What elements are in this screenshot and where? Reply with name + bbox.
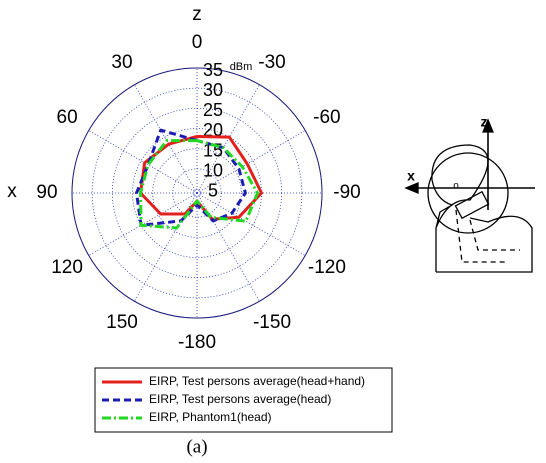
arm-2: [469, 219, 520, 251]
theta-tick-label: 120: [51, 257, 83, 278]
axis-title-z: z: [192, 4, 202, 25]
theta-tick-label: 30: [111, 52, 132, 73]
arm-1: [455, 209, 505, 263]
legend-label: EIRP, Phantom1(head): [149, 410, 272, 424]
theta-tick-label: 60: [57, 107, 78, 128]
r-tick-label: 10: [203, 161, 223, 181]
grid-circle: [91, 87, 303, 299]
series-line: [139, 139, 259, 230]
theta-tick-label: -60: [313, 107, 340, 128]
head-diagram: [404, 118, 535, 273]
x-arrowhead: [404, 182, 419, 194]
legend-label: EIRP, Test persons average(head+hand): [149, 374, 365, 388]
theta-tick-label: 90: [36, 182, 57, 203]
legend: [94, 367, 393, 433]
theta-tick-label: -90: [333, 182, 360, 203]
axis-title-x: x: [7, 181, 17, 202]
diagram-marker: o: [453, 181, 459, 192]
head-outline: [431, 144, 489, 272]
r-tick-label: 35: [203, 60, 223, 80]
caption: (a): [186, 436, 207, 457]
grid-circle: [152, 148, 242, 238]
theta-tick-label: 150: [106, 312, 138, 333]
z-arrowhead: [482, 118, 494, 133]
legend-label: EIRP, Test persons average(head): [149, 392, 331, 406]
theta-tick-label: 0: [192, 32, 203, 53]
series-line: [135, 128, 247, 227]
theta-tick-label: -150: [253, 312, 291, 333]
diagram-z-label: z: [481, 114, 488, 130]
outer-ring: [71, 67, 323, 319]
head-circle: [427, 152, 509, 234]
theta-tick-label: -30: [258, 52, 285, 73]
r-tick-label: 25: [203, 100, 223, 120]
theta-tick-label: -120: [308, 257, 346, 278]
diagram-x-label: x: [407, 168, 415, 184]
r-tick-label: 5: [208, 181, 218, 201]
grid-circle: [192, 188, 202, 198]
shoulder: [436, 215, 533, 273]
unit-label: dBm: [230, 61, 253, 73]
phone: [454, 190, 490, 220]
r-tick-label: 30: [203, 80, 223, 100]
theta-tick-label: -180: [178, 332, 216, 353]
